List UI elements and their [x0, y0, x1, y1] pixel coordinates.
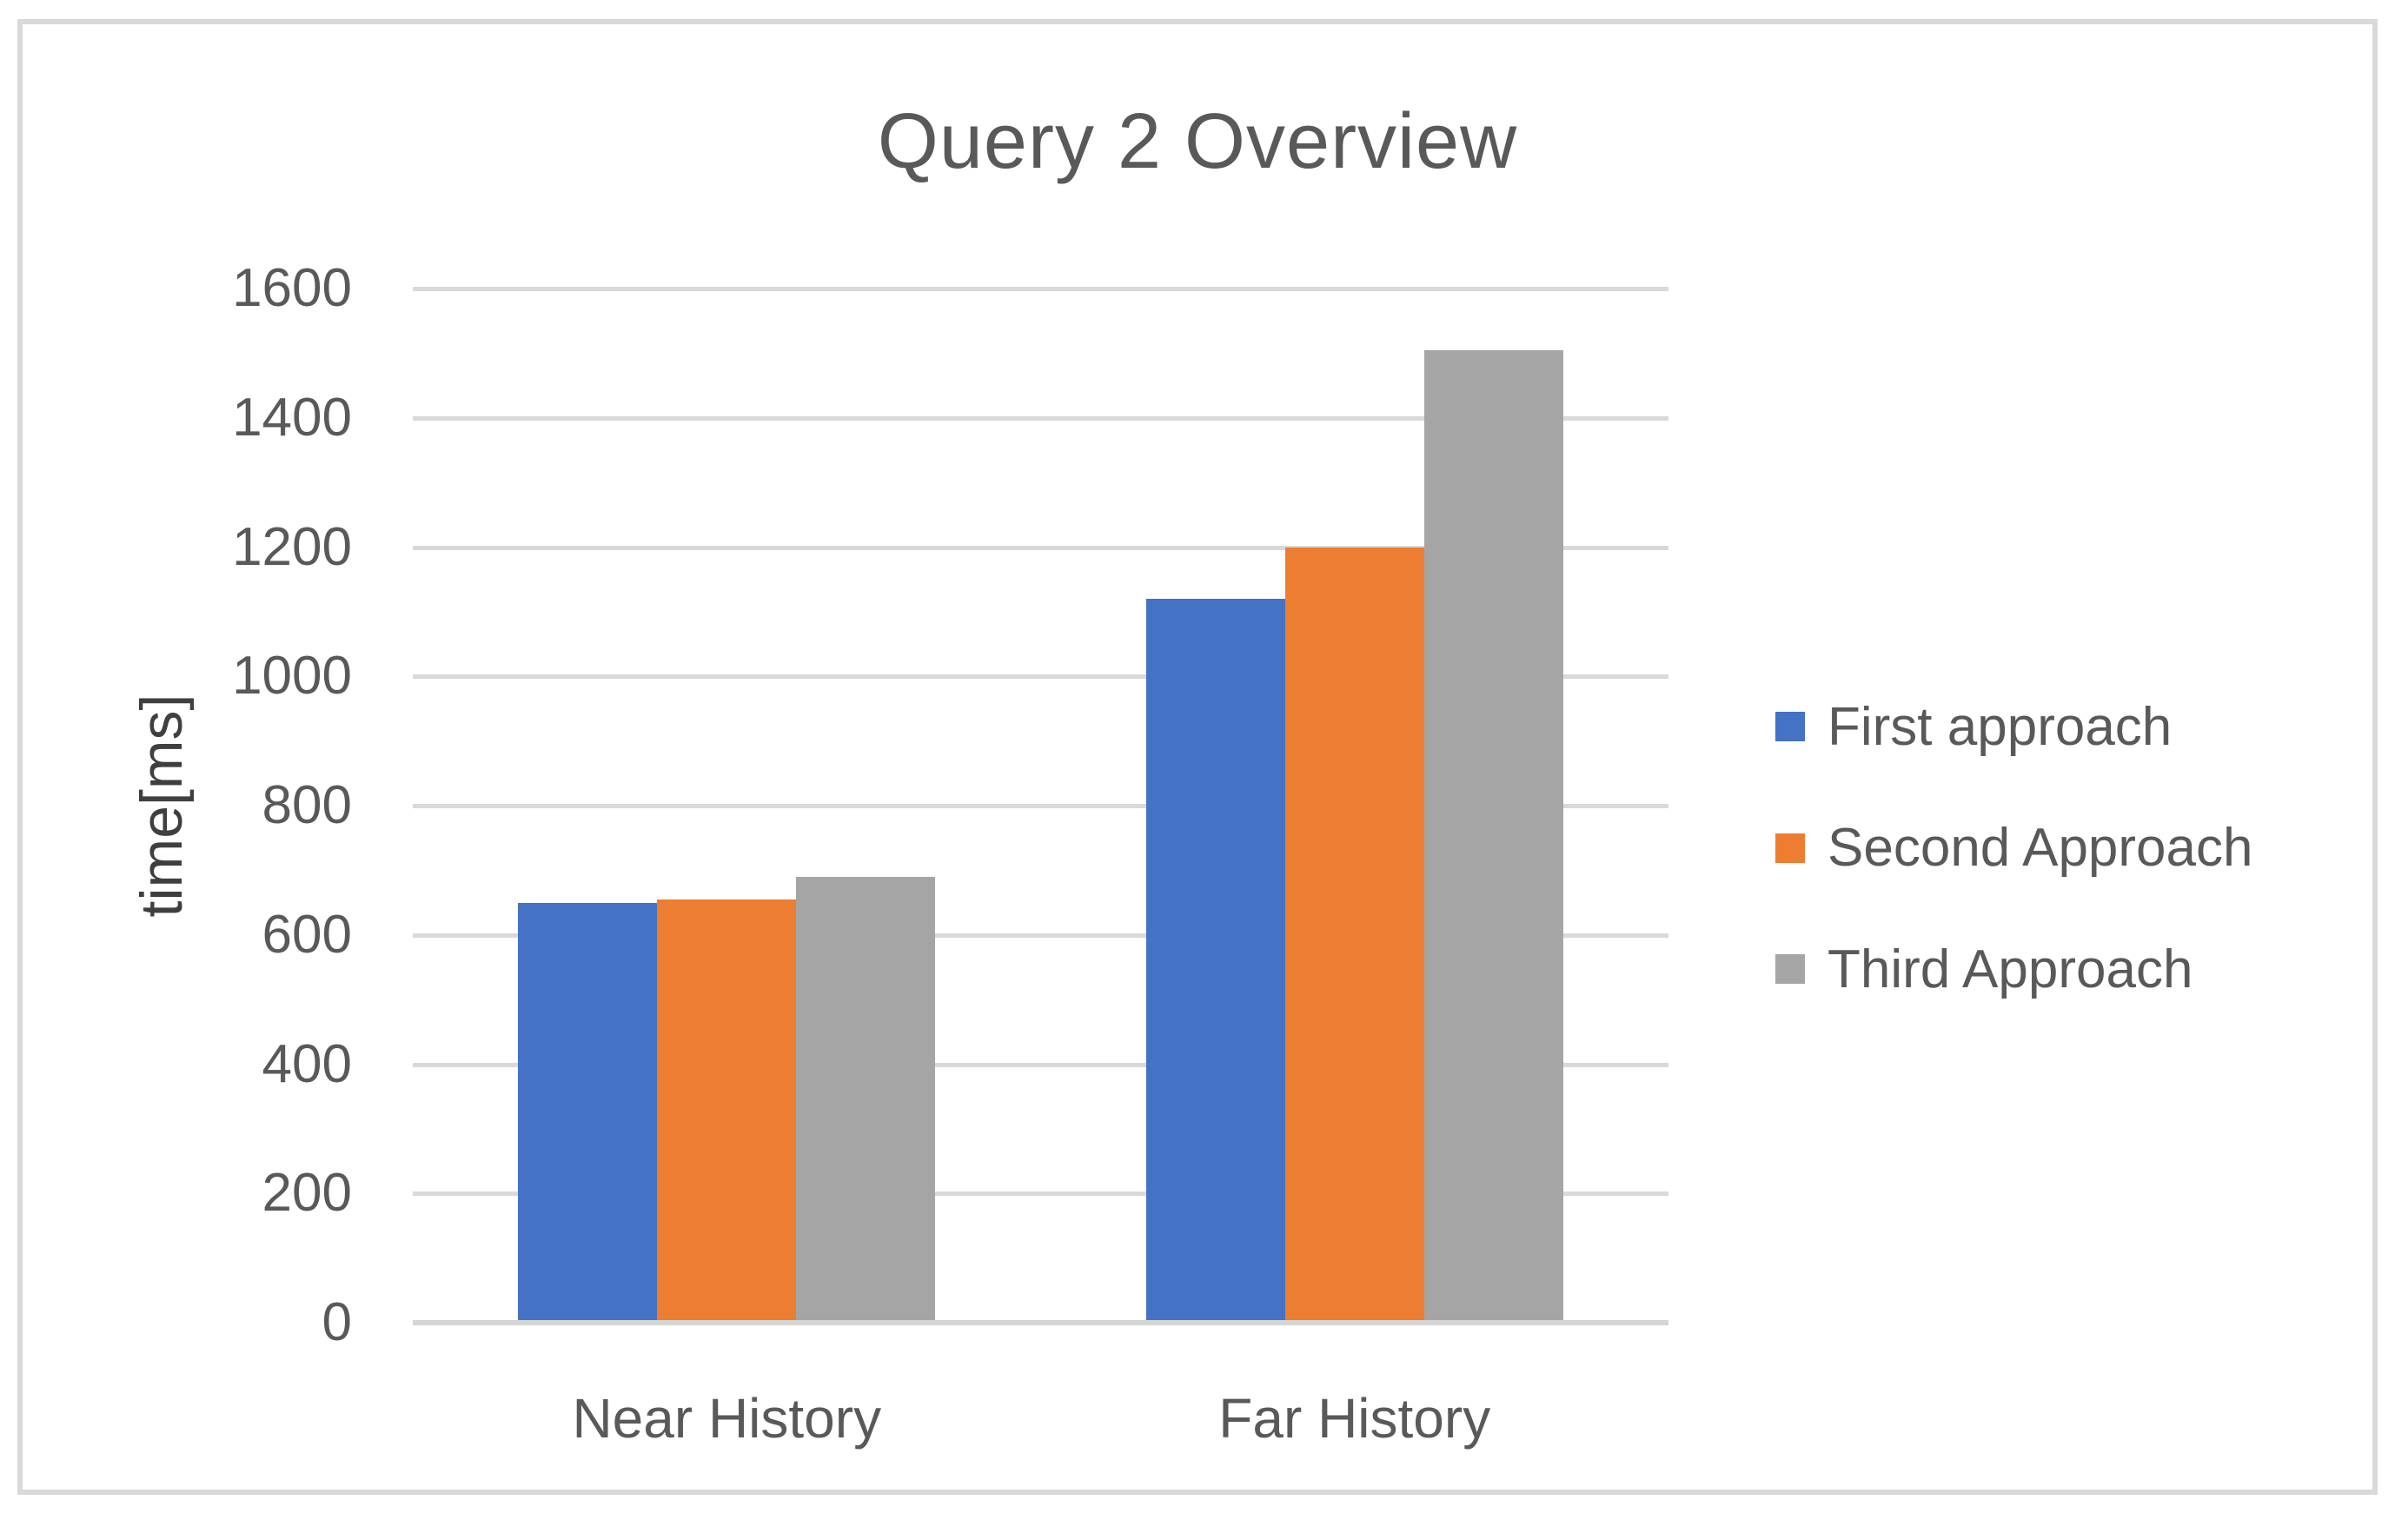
bar-third-approach-far-history	[1423, 349, 1563, 1320]
chart-title: Query 2 Overview	[877, 98, 1518, 185]
y-tick-label-1200: 1200	[232, 516, 352, 577]
bar-third-approach-near-history	[796, 876, 936, 1320]
bar-first-approach-far-history	[1145, 599, 1285, 1320]
y-tick-label-600: 600	[262, 904, 352, 965]
bar-first-approach-near-history	[518, 902, 658, 1320]
legend-swatch-first-approach	[1775, 712, 1805, 741]
gridline-600	[413, 933, 1668, 938]
legend: First approach Second Approach Third Appro…	[1775, 0, 2384, 1520]
legend-label-first-approach: First approach	[1828, 696, 2173, 757]
gridline-1400	[413, 415, 1668, 421]
bar-second-approach-far-history	[1284, 547, 1424, 1320]
legend-item-second-approach: Second Approach	[1775, 817, 2253, 879]
gridline-1000	[413, 674, 1668, 680]
y-tick-label-1600: 1600	[232, 258, 352, 318]
legend-item-third-approach: Third Approach	[1775, 938, 2192, 1000]
y-tick-label-800: 800	[262, 775, 352, 835]
legend-swatch-second-approach	[1775, 833, 1805, 863]
legend-label-third-approach: Third Approach	[1828, 939, 2193, 999]
gridline-200	[413, 1191, 1668, 1197]
gridline-1200	[413, 545, 1668, 550]
legend-label-second-approach: Second Approach	[1828, 818, 2253, 878]
bar-second-approach-near-history	[657, 899, 797, 1320]
y-tick-label-0: 0	[322, 1292, 352, 1352]
gridline-1600	[413, 287, 1668, 291]
legend-item-first-approach: First approach	[1775, 695, 2172, 758]
category-label-far-history: Far History	[1218, 1387, 1491, 1450]
category-label-near-history: Near History	[572, 1387, 882, 1450]
plot-area	[413, 287, 1668, 1325]
x-axis-line	[413, 1320, 1668, 1325]
y-tick-label-400: 400	[262, 1033, 352, 1094]
y-tick-label-200: 200	[262, 1163, 352, 1224]
y-tick-label-1000: 1000	[232, 646, 352, 707]
gridline-800	[413, 804, 1668, 808]
gridline-400	[413, 1062, 1668, 1067]
legend-swatch-third-approach	[1775, 954, 1805, 984]
y-tick-label-1400: 1400	[232, 387, 352, 448]
